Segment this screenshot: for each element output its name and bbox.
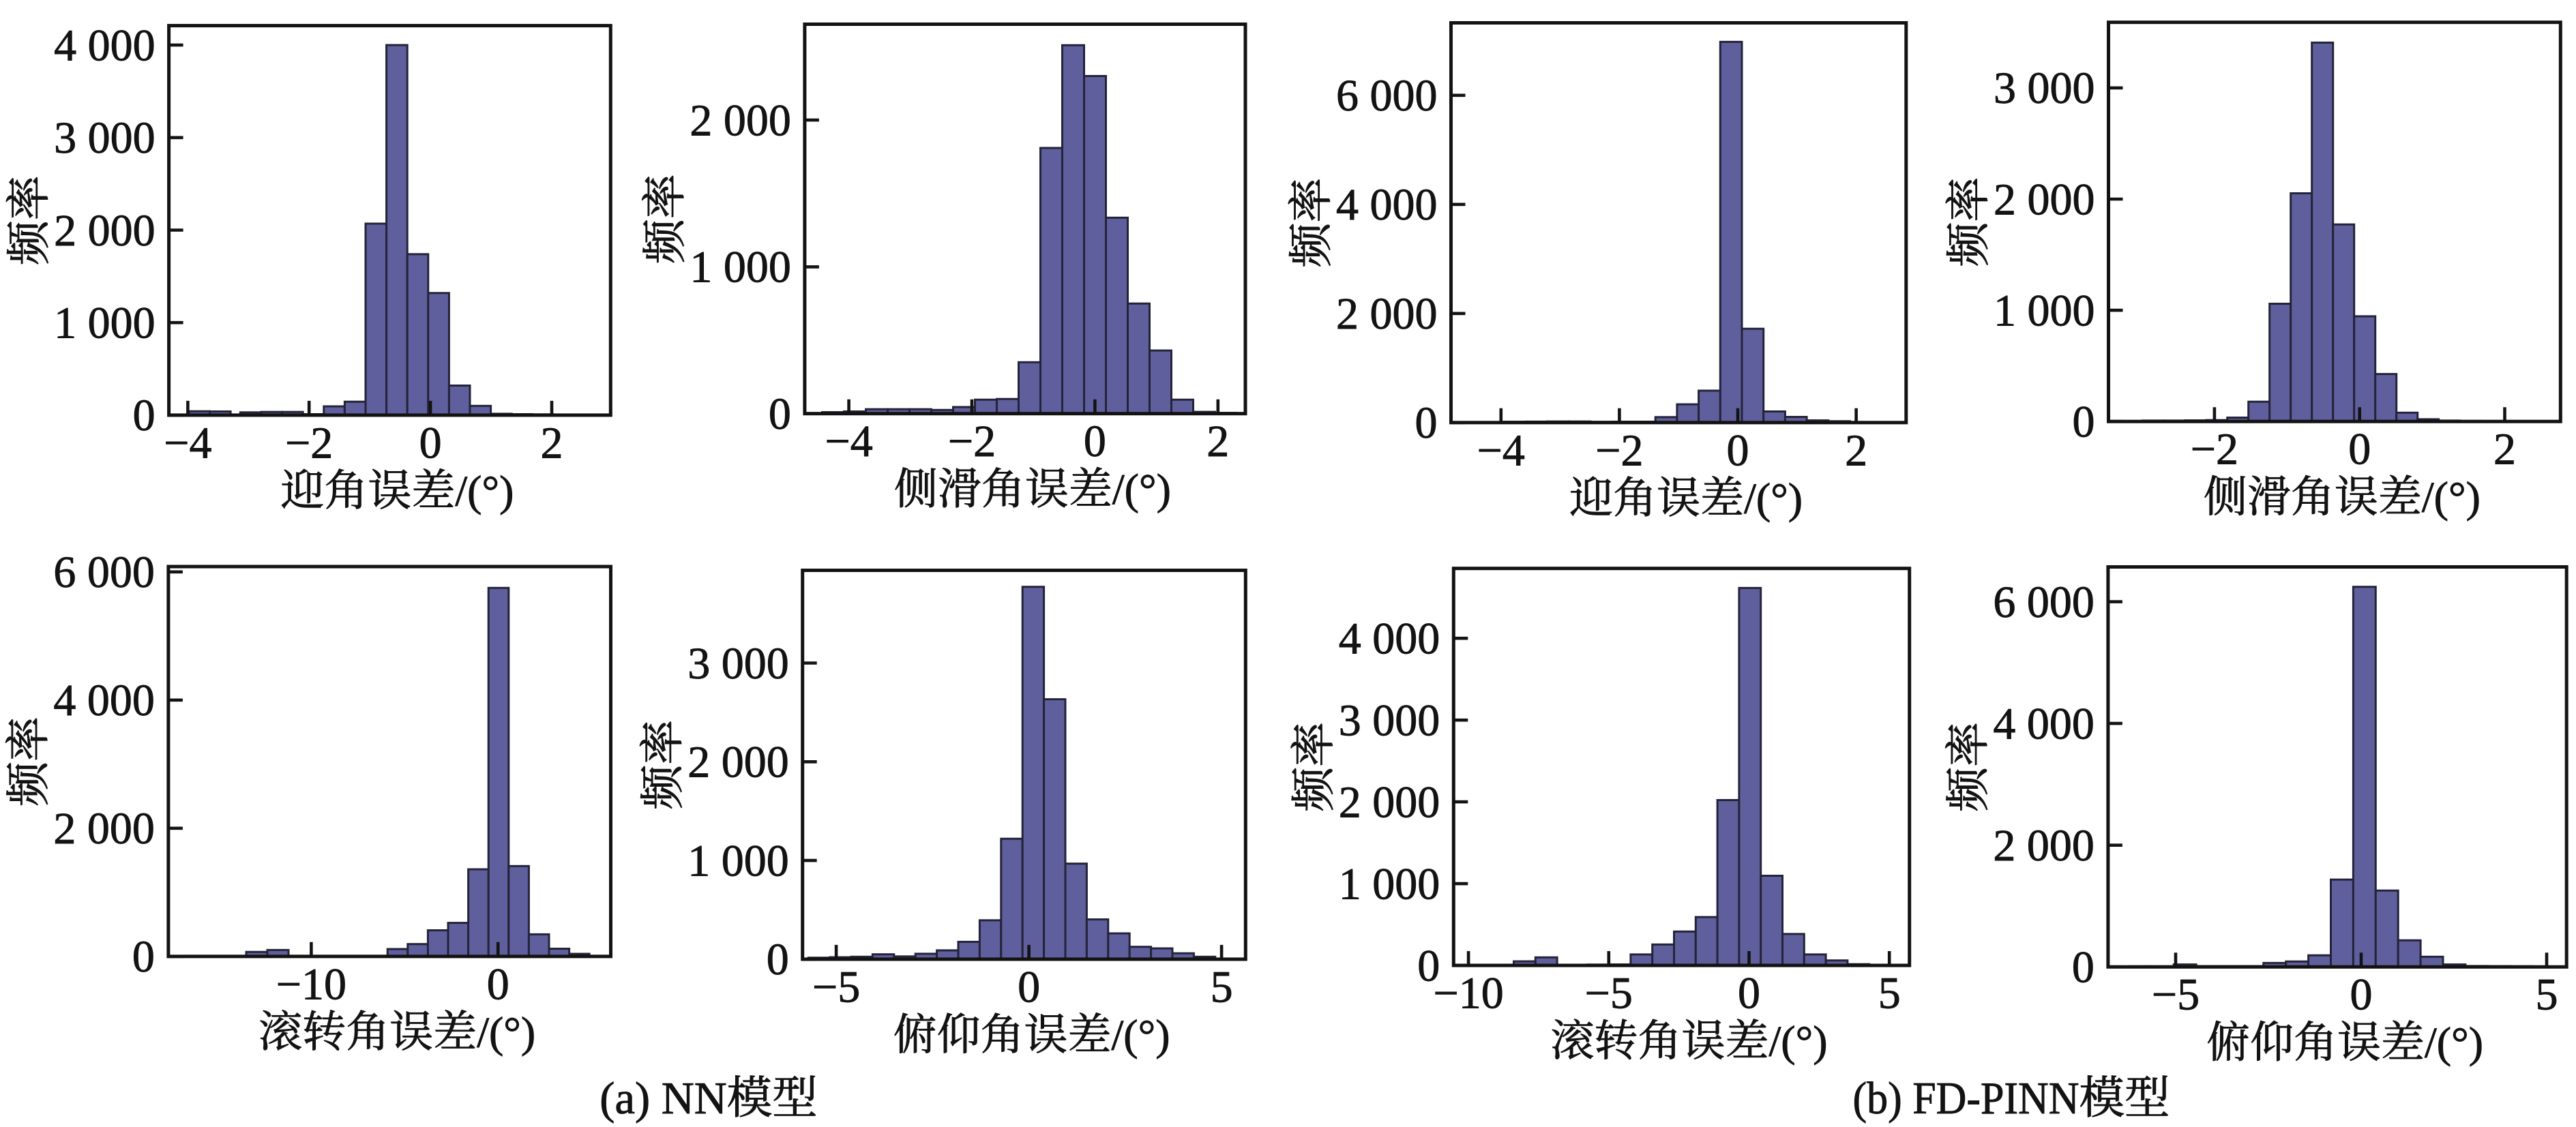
svg-text:3 000: 3 000 (1339, 696, 1440, 746)
svg-text:2 000: 2 000 (690, 95, 791, 145)
svg-text:/(°): /(°) (2425, 1019, 2483, 1067)
svg-text:2 000: 2 000 (1339, 777, 1440, 827)
svg-text:2: 2 (1845, 425, 1867, 475)
svg-text:4 000: 4 000 (1993, 699, 2094, 749)
svg-text:3 000: 3 000 (54, 113, 156, 163)
svg-text:−2: −2 (1595, 425, 1643, 475)
svg-text:/(°): /(°) (1769, 1017, 1828, 1066)
svg-text:2 000: 2 000 (53, 804, 155, 854)
svg-text:−5: −5 (1585, 969, 1633, 1019)
svg-text:0: 0 (2073, 397, 2095, 447)
svg-text:−5: −5 (2152, 970, 2200, 1020)
svg-text:−2: −2 (285, 418, 333, 468)
svg-text:−2: −2 (948, 417, 996, 466)
svg-text:−4: −4 (825, 417, 872, 466)
svg-text:0: 0 (767, 935, 789, 985)
svg-text:2: 2 (541, 418, 563, 468)
svg-text:4 000: 4 000 (1336, 180, 1438, 230)
svg-text:0: 0 (133, 391, 156, 440)
svg-text:/(°): /(°) (2422, 473, 2481, 522)
svg-text:1 000: 1 000 (1339, 859, 1440, 909)
svg-text:/(°): /(°) (1744, 474, 1803, 522)
svg-text:/(°): /(°) (1112, 465, 1171, 513)
svg-text:1 000: 1 000 (1994, 286, 2095, 335)
svg-text:2 000: 2 000 (687, 738, 789, 787)
svg-text:−2: −2 (2191, 425, 2238, 475)
svg-text:4 000: 4 000 (53, 676, 155, 725)
svg-text:−10: −10 (1433, 969, 1503, 1019)
svg-text:2 000: 2 000 (54, 206, 156, 256)
svg-text:0: 0 (1415, 398, 1438, 448)
svg-text:0: 0 (769, 389, 791, 439)
svg-text:/(°): /(°) (477, 1008, 535, 1056)
svg-text:6 000: 6 000 (1993, 577, 2094, 627)
svg-text:0: 0 (1417, 941, 1440, 991)
svg-text:(b) FD-PINN: (b) FD-PINN (1853, 1074, 2079, 1124)
svg-text:0: 0 (2350, 970, 2373, 1020)
svg-text:4 000: 4 000 (54, 20, 156, 70)
svg-text:3 000: 3 000 (687, 639, 789, 689)
svg-text:6 000: 6 000 (53, 547, 155, 597)
svg-text:/(°): /(°) (1112, 1010, 1170, 1059)
svg-text:2: 2 (1206, 417, 1229, 466)
svg-text:2 000: 2 000 (1994, 175, 2095, 224)
svg-text:0: 0 (419, 418, 442, 468)
svg-text:3 000: 3 000 (1994, 63, 2095, 113)
svg-text:0: 0 (2072, 943, 2094, 993)
svg-text:0: 0 (132, 932, 155, 982)
svg-text:−4: −4 (1477, 425, 1525, 475)
svg-text:5: 5 (1878, 969, 1901, 1019)
svg-text:2 000: 2 000 (1336, 289, 1438, 339)
svg-text:4 000: 4 000 (1339, 614, 1440, 664)
svg-text:−5: −5 (812, 962, 860, 1012)
svg-text:0: 0 (487, 959, 509, 1009)
svg-text:−10: −10 (276, 959, 346, 1009)
svg-text:6 000: 6 000 (1336, 71, 1438, 121)
svg-text:−4: −4 (164, 418, 211, 468)
svg-text:0: 0 (1018, 962, 1040, 1012)
svg-text:(a) NN: (a) NN (599, 1074, 726, 1124)
svg-text:/(°): /(°) (455, 466, 514, 515)
svg-text:0: 0 (1738, 969, 1760, 1019)
svg-text:2: 2 (2493, 425, 2516, 475)
svg-text:1 000: 1 000 (690, 243, 791, 292)
svg-text:1 000: 1 000 (687, 836, 789, 886)
svg-text:0: 0 (1084, 417, 1106, 466)
svg-text:5: 5 (1211, 962, 1233, 1012)
svg-text:5: 5 (2536, 970, 2558, 1020)
svg-text:0: 0 (1727, 425, 1749, 475)
svg-text:2 000: 2 000 (1993, 821, 2094, 871)
svg-text:1 000: 1 000 (54, 299, 156, 348)
svg-text:0: 0 (2348, 425, 2371, 475)
